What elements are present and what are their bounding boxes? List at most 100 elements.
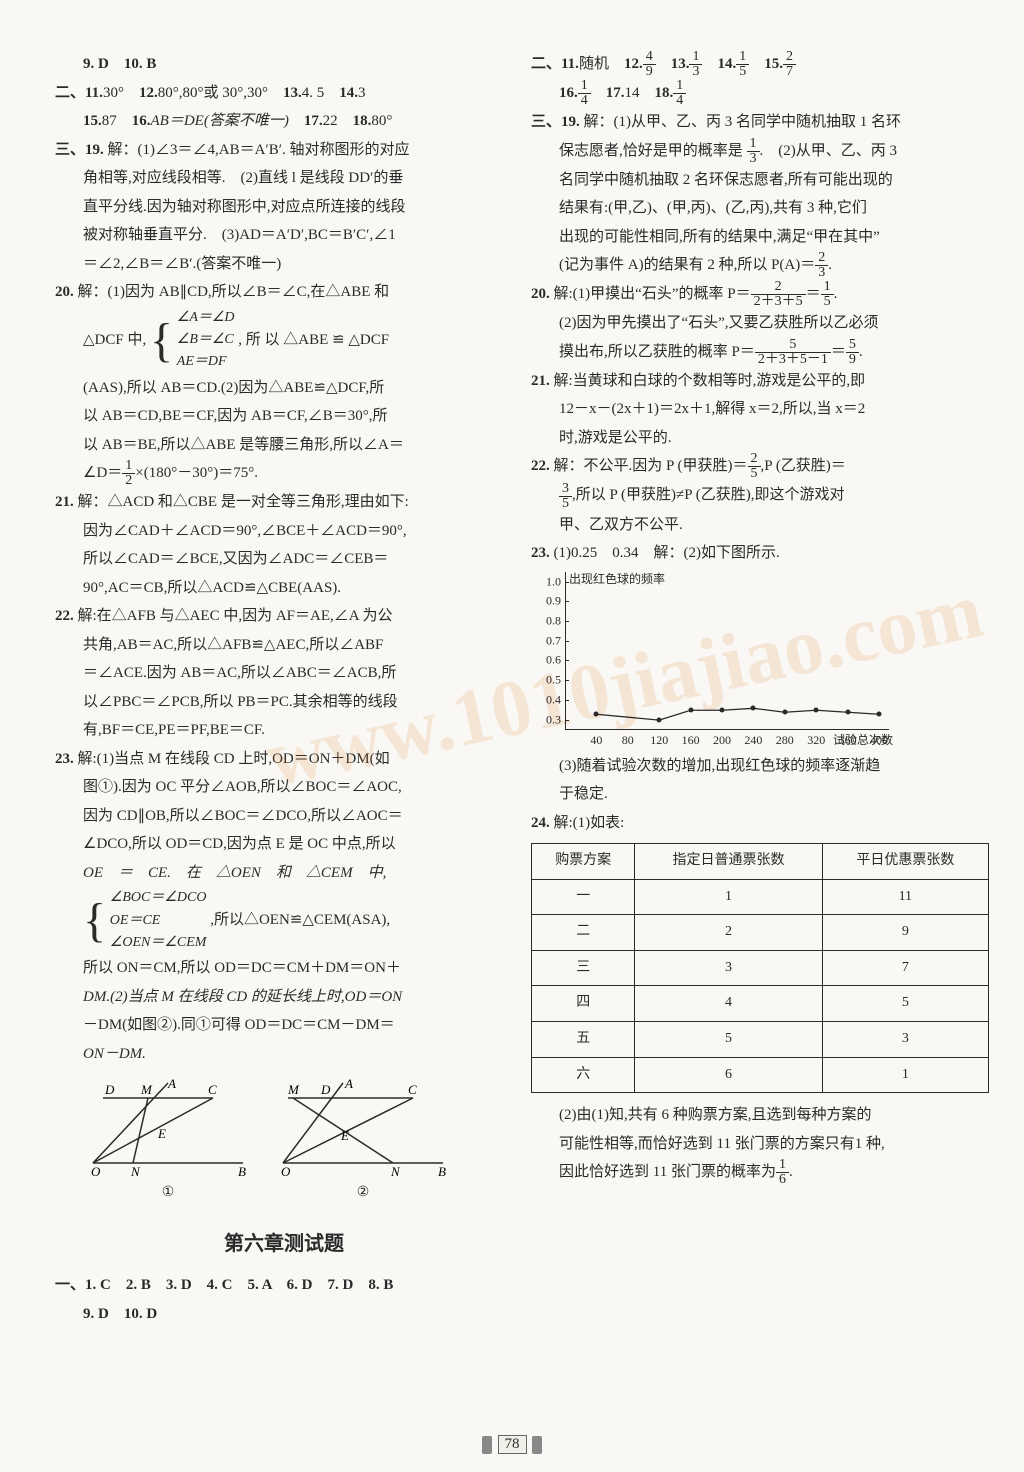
t20r-3c: .: [859, 344, 863, 360]
svg-text:N: N: [390, 1164, 401, 1178]
svg-text:O: O: [281, 1164, 291, 1178]
chapter-6-heading: 第六章测试题: [55, 1225, 513, 1263]
n22: 22.: [55, 608, 74, 624]
table-cell: 1: [822, 1057, 988, 1093]
n20: 20.: [55, 284, 74, 300]
d: 7: [783, 65, 796, 79]
n14: 14.: [324, 85, 358, 101]
f21a: 52＋3＋5－1: [755, 338, 831, 367]
d: 2＋3＋5－1: [755, 353, 831, 367]
f14: 15: [736, 50, 749, 79]
n: 1: [578, 79, 591, 94]
d: 9: [846, 353, 859, 367]
t23-8: DM.(2)当点 M 在线段 CD 的延长线上时,OD＝ON: [83, 989, 402, 1005]
f22b: 35: [559, 482, 572, 511]
t19r-2b: . (2)从甲、乙、丙 3: [760, 143, 898, 159]
d: 6: [776, 1173, 789, 1187]
t22r-2: ,所以 P (甲获胜)≠P (乙获胜),即这个游戏对: [572, 487, 845, 503]
n21: 21.: [55, 494, 74, 510]
svg-text:A: A: [167, 1078, 176, 1091]
f23: 16: [776, 1158, 789, 1187]
diag2-label: ②: [273, 1180, 453, 1207]
n15: 15.: [83, 113, 102, 129]
page-number: 78: [0, 1435, 1024, 1454]
f12: 49: [643, 50, 656, 79]
br23-2: OE＝CE: [110, 913, 161, 928]
table-cell: 五: [532, 1021, 635, 1057]
d: 2＋3＋5: [751, 295, 806, 309]
brace-23: { ∠BOC＝∠DCO OE＝CE ∠OEN＝∠CEM: [83, 887, 206, 954]
chart-point: [594, 711, 599, 716]
t23-9: －DM(如图②).同①可得 OD＝DC＝CM－DM＝: [83, 1017, 395, 1033]
chart-point: [845, 709, 850, 714]
t23-10: ON－DM.: [83, 1046, 146, 1062]
frac-half: 12: [122, 459, 135, 488]
t20r-2: (2)因为甲先摸出了“石头”,又要乙获胜所以乙必须: [559, 315, 879, 331]
svg-text:A: A: [344, 1078, 353, 1091]
chart-point: [782, 709, 787, 714]
a16: AB＝DE(答案不唯一): [151, 113, 289, 129]
svg-text:M: M: [287, 1082, 300, 1097]
t19r-1: 解：(1)从甲、乙、丙 3 名同学中随机抽取 1 名环: [580, 114, 901, 130]
d: 3: [747, 152, 760, 166]
t20r-1c: .: [834, 286, 838, 302]
page-number-value: 78: [498, 1435, 527, 1454]
br20-2: ∠B＝∠C: [177, 332, 234, 347]
chart-point: [657, 717, 662, 722]
t20-5: 以 AB＝BE,所以△ABE 是等腰三角形,所以∠A＝: [83, 437, 404, 453]
n13: 13.: [268, 85, 302, 101]
t19-2: 角相等,对应线段相等. (2)直线 l 是线段 DD′的垂: [83, 170, 403, 186]
t24r-4a: 因此恰好选到 11 张门票的概率为: [559, 1164, 776, 1180]
diagrams-23: O N B D M C A E ① O N B M D: [83, 1078, 513, 1207]
t19r-6b: .: [828, 257, 832, 273]
ans-9-10: 9. D 10. B: [83, 56, 156, 72]
t20-2b: , 所 以 △ABE ≌ △DCF: [238, 332, 389, 348]
t24r-1: 解:(1)如表:: [550, 815, 625, 831]
table-cell: 5: [635, 1021, 822, 1057]
table-cell: 一: [532, 879, 635, 915]
n18: 18.: [338, 113, 372, 129]
t22-5: 有,BF＝CE,PE＝PF,BE＝CF.: [83, 722, 265, 738]
left-column: 9. D 10. B 二、11.30° 12.80°,80°或 30°,30° …: [55, 50, 513, 1390]
t23-5: OE ＝ CE. 在 △OEN 和 △CEM 中,: [83, 865, 386, 881]
f19b: 23: [815, 251, 828, 280]
t20r-3b: ＝: [831, 344, 846, 360]
table-cell: 5: [822, 986, 988, 1022]
right-column: 二、11.随机 12.49 13.13 14.15 15.27 16.14 17…: [531, 50, 989, 1390]
t20-4: 以 AB＝CD,BE＝CF,因为 AB＝CF,∠B＝30°,所: [83, 408, 387, 424]
br20-1: ∠A＝∠D: [177, 310, 235, 325]
t23-6: ,所以△OEN≌△CEM(ASA),: [210, 912, 390, 928]
n: 1: [689, 50, 702, 65]
t23-2: 图①).因为 OC 平分∠AOB,所以∠BOC＝∠AOC,: [83, 779, 402, 795]
table-row: 六61: [532, 1057, 989, 1093]
d: 5: [736, 65, 749, 79]
f22a: 25: [748, 452, 761, 481]
n: 1: [821, 280, 834, 295]
diag1-label: ①: [83, 1180, 253, 1207]
svg-text:M: M: [140, 1082, 153, 1097]
n12r: 12.: [609, 56, 643, 72]
r2-11: 二、11.: [531, 56, 579, 72]
n: 2: [783, 50, 796, 65]
n18r: 18.: [640, 85, 674, 101]
t20-2a: △DCF 中,: [83, 332, 146, 348]
n23r: 23.: [531, 545, 550, 561]
fd: 2: [122, 474, 135, 488]
a12: 80°,80°或 30°,30°: [158, 85, 268, 101]
svg-text:E: E: [340, 1128, 349, 1143]
table-cell: 1: [635, 879, 822, 915]
table-header: 购票方案: [532, 844, 635, 880]
n: 5: [846, 338, 859, 353]
table-cell: 3: [822, 1021, 988, 1057]
n15r: 15.: [749, 56, 783, 72]
table-cell: 6: [635, 1057, 822, 1093]
t24r-4b: .: [789, 1164, 793, 1180]
t23r-1: (1)0.25 0.34 解：(2)如下图所示.: [550, 545, 780, 561]
a18: 80°: [371, 113, 392, 129]
t23-4: ∠DCO,所以 OD＝CD,因为点 E 是 OC 中点,所以: [83, 836, 396, 852]
freq-chart: 出现红色球的频率 1.00.90.80.70.60.50.40.3 408012…: [539, 572, 889, 752]
n19: 三、19.: [55, 142, 104, 158]
t22r-3: 甲、乙双方不公平.: [559, 517, 683, 533]
t22-3: ＝∠ACE.因为 AB＝AC,所以∠ABC＝∠ACB,所: [83, 665, 396, 681]
n13r: 13.: [656, 56, 690, 72]
